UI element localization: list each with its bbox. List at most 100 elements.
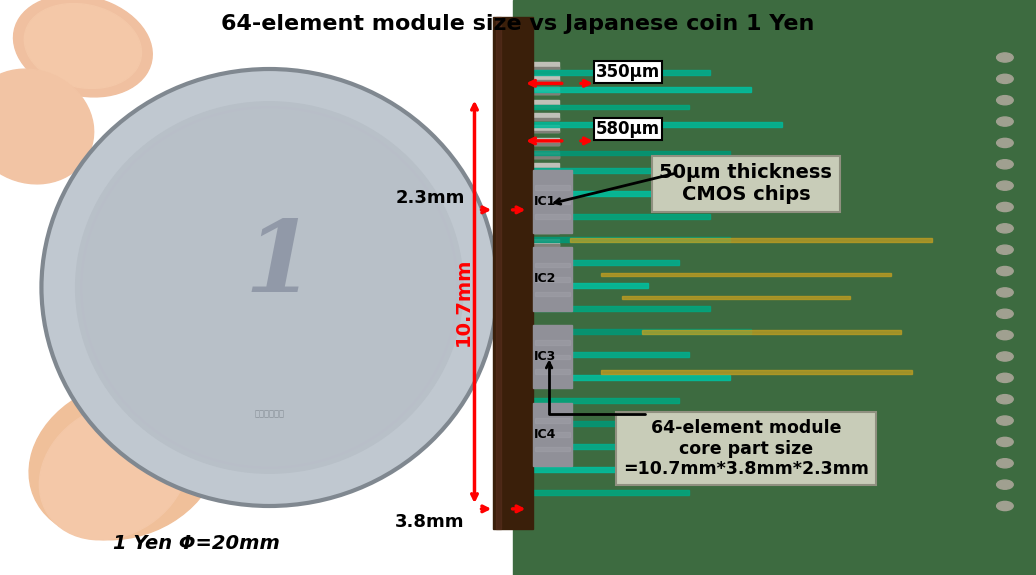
Bar [0,0,513,575]
Bar [523,375,730,380]
Circle shape [997,394,1013,404]
Bar [535,369,570,374]
Bar [523,421,710,426]
Circle shape [997,416,1013,425]
Bar [642,330,901,333]
Bar [535,185,570,190]
Bar [533,325,572,388]
Circle shape [997,245,1013,254]
Bar [518,176,559,183]
Bar [496,17,501,529]
Circle shape [997,501,1013,511]
Text: IC3: IC3 [534,350,555,363]
Bar [518,75,559,82]
Bar [533,170,572,233]
Text: 1 Yen Φ=20mm: 1 Yen Φ=20mm [113,534,281,553]
Ellipse shape [24,3,142,89]
Bar [601,273,891,276]
Bar [518,227,559,233]
Text: 3.8mm: 3.8mm [395,513,465,531]
Text: 昭和三十六年: 昭和三十六年 [255,409,284,419]
Bar [601,370,912,374]
Text: 1: 1 [244,216,315,313]
Text: IC4: IC4 [534,428,556,440]
Text: 350μm: 350μm [596,63,660,81]
Bar [535,214,570,218]
Bar [518,201,559,208]
Text: 580μm: 580μm [596,120,660,139]
Bar [523,467,751,472]
Ellipse shape [76,102,463,473]
Text: IC1: IC1 [534,195,556,208]
Bar [533,247,572,310]
Bar [523,168,679,172]
Bar [523,329,751,334]
Circle shape [997,117,1013,126]
Bar [535,447,570,451]
Bar [518,125,559,132]
Bar [518,105,559,107]
Bar [523,260,679,265]
Ellipse shape [13,0,152,97]
Bar [518,277,559,284]
Bar [523,490,689,494]
Bar [518,244,559,246]
Circle shape [997,373,1013,382]
Text: 2.3mm: 2.3mm [396,189,464,208]
Bar [518,131,559,132]
Bar [518,156,559,158]
Circle shape [997,331,1013,340]
Bar [518,219,559,221]
Bar [518,194,559,196]
Bar [535,340,570,345]
Bar [518,181,559,183]
Bar [518,93,559,94]
Bar [523,214,710,218]
Bar [518,138,559,145]
Bar [518,100,559,107]
Bar [523,87,751,92]
Bar [518,62,559,69]
Text: IC2: IC2 [534,273,556,285]
Ellipse shape [0,69,93,184]
Bar [523,283,648,288]
Bar [523,122,782,126]
Bar [518,151,559,158]
Bar [622,296,850,299]
Bar [535,292,570,296]
Bar [518,257,559,259]
Circle shape [997,160,1013,169]
Bar [523,352,689,356]
Bar [523,398,679,402]
Bar [535,200,570,204]
Circle shape [997,266,1013,275]
Bar [533,402,572,466]
Circle shape [997,74,1013,83]
Bar [535,355,570,359]
Text: 64-element module
core part size
=10.7mm*3.8mm*2.3mm: 64-element module core part size =10.7mm… [623,419,869,478]
Circle shape [997,309,1013,319]
Bar [570,238,932,242]
Bar [518,143,559,145]
Circle shape [997,95,1013,105]
Bar [518,113,559,120]
Bar [523,70,710,75]
Ellipse shape [39,403,189,540]
Bar [518,264,559,271]
Bar [518,168,559,170]
Ellipse shape [29,380,220,540]
Bar [513,0,1036,575]
Circle shape [997,438,1013,447]
Bar [523,237,730,241]
Circle shape [997,224,1013,233]
Text: 10.7mm: 10.7mm [454,258,472,346]
Bar [518,163,559,170]
Circle shape [997,459,1013,468]
Circle shape [997,288,1013,297]
Bar [518,214,559,221]
Bar [518,87,559,94]
Bar [535,418,570,423]
Bar [518,270,559,271]
Bar [518,282,559,284]
Bar [535,432,570,437]
